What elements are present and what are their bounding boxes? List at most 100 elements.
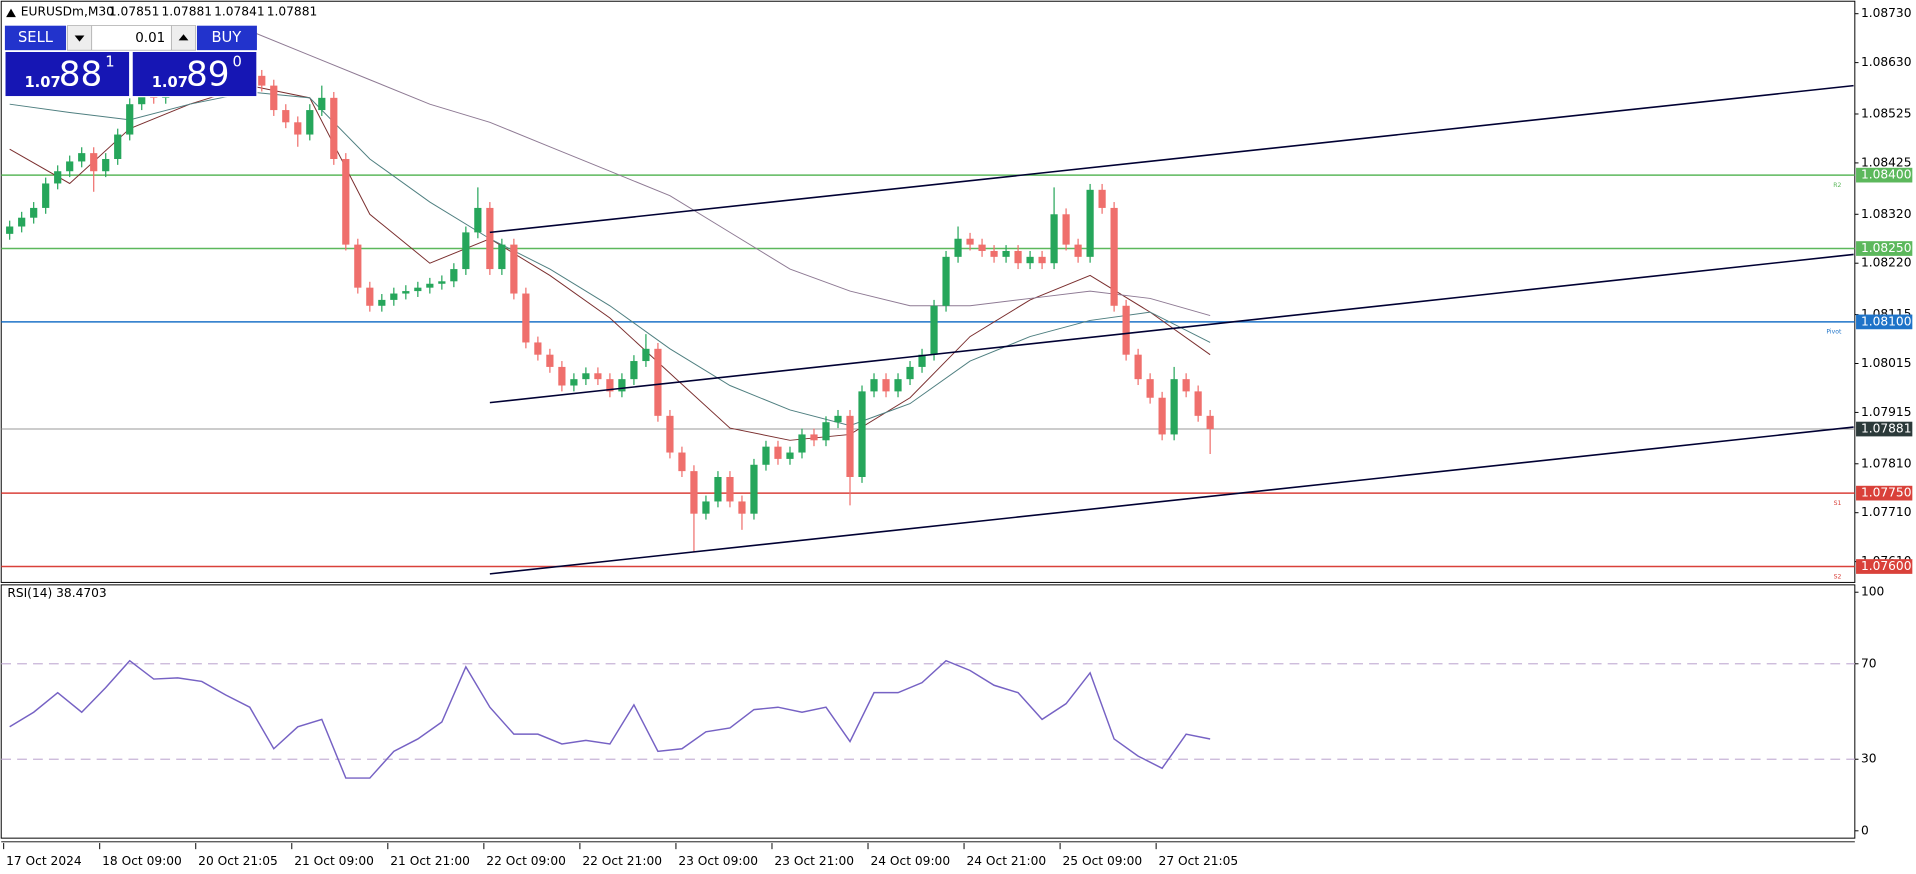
last-price-box — [1856, 421, 1913, 437]
symbol: EURUSDm,M30 — [21, 5, 114, 19]
candle-body — [642, 348, 650, 362]
ohlc-close: 1.07881 — [267, 5, 318, 19]
candle-body — [90, 153, 98, 172]
candle-body — [474, 207, 482, 233]
y-tick-label: 1.08320 — [1861, 207, 1912, 221]
candle-body — [906, 366, 914, 380]
candle-body — [1086, 189, 1094, 257]
candle-body — [1014, 250, 1022, 264]
up-arrow — [178, 34, 189, 41]
candle-body — [510, 244, 518, 294]
candle-body — [750, 464, 758, 514]
trend-line — [489, 253, 1854, 404]
candle-body — [690, 471, 698, 514]
candle-body — [450, 269, 458, 282]
buy-label: BUY — [211, 29, 241, 46]
candle-body — [6, 226, 14, 234]
candle-body — [858, 391, 866, 477]
candle-body — [342, 158, 350, 245]
x-tick-label: 21 Oct 09:00 — [294, 854, 374, 868]
ohlc-low: 1.07841 — [214, 5, 265, 19]
level-label-box — [1856, 241, 1913, 256]
candle-body — [966, 238, 974, 245]
x-tick-label: 23 Oct 21:00 — [774, 854, 854, 868]
trade-panel: SELL 0.01 BUY 1.07 88 1 1.07 89 0 — [4, 25, 258, 98]
bid-box[interactable] — [4, 50, 131, 98]
y-tick-label: 1.07810 — [1861, 456, 1912, 470]
rsi-line — [9, 659, 1211, 779]
buy-button[interactable] — [196, 25, 257, 51]
y-tick-label: 1.08730 — [1861, 6, 1912, 20]
candle-body — [138, 91, 146, 105]
candle-body — [618, 379, 626, 392]
candle-body — [1122, 305, 1130, 355]
x-tick-label: 23 Oct 09:00 — [678, 854, 758, 868]
candle-body — [1182, 379, 1190, 392]
candle-body — [1206, 415, 1214, 430]
candle-body — [738, 501, 746, 514]
moving-average — [9, 85, 1211, 441]
candle-body — [774, 446, 782, 459]
candle-body — [558, 366, 566, 386]
candle-body — [1026, 256, 1034, 264]
candle-body — [30, 207, 38, 218]
candle-body — [1098, 189, 1106, 208]
y-tick-label: 1.07915 — [1861, 405, 1912, 419]
level-tag: S1 — [1834, 500, 1842, 507]
ask-pips: 89 — [186, 54, 230, 94]
candle-body — [534, 342, 542, 355]
level-label-box — [1856, 314, 1913, 330]
level-label-box — [1856, 167, 1913, 183]
last-price-label: 1.07881 — [1861, 422, 1912, 436]
candle-body — [666, 415, 674, 453]
candle-body — [1110, 207, 1118, 306]
moving-average — [9, 91, 1211, 427]
level-label-box — [1856, 485, 1913, 501]
lot-value: 0.01 — [135, 31, 165, 46]
candle-body — [1194, 391, 1202, 416]
candle-body — [318, 97, 326, 111]
lot-field[interactable] — [91, 25, 172, 51]
candle-body — [606, 379, 614, 392]
candle-body — [918, 354, 926, 367]
candle-body — [522, 293, 530, 343]
candle-body — [18, 217, 26, 227]
candle-body — [894, 379, 902, 392]
candle-body — [366, 287, 374, 306]
y-tick-label: 1.08630 — [1861, 55, 1912, 69]
candle-body — [462, 232, 470, 270]
level-label: 1.07600 — [1861, 559, 1912, 573]
candle-body — [42, 183, 50, 208]
candle-body — [714, 476, 722, 502]
candle-body — [1038, 256, 1046, 264]
candle-body — [1158, 397, 1166, 435]
ask-box[interactable] — [131, 50, 258, 98]
level-label: 1.08250 — [1861, 241, 1912, 255]
candle-body — [402, 291, 410, 294]
candle-body — [414, 287, 422, 292]
sell-button[interactable] — [4, 25, 67, 51]
candle-body — [498, 244, 506, 270]
y-tick-label: 1.08525 — [1861, 106, 1912, 120]
y-tick-label: 1.07710 — [1861, 505, 1912, 519]
rsi-title: RSI(14) 38.4703 — [7, 586, 106, 600]
candle-body — [114, 134, 122, 159]
ask-frac: 0 — [232, 53, 241, 70]
trend-line — [489, 426, 1854, 575]
candle-body — [354, 244, 362, 288]
down-arrow — [74, 35, 85, 42]
plot-layer: 1.08730 1.08630 1.08525 1.08425 1.08320 1.082… — [1, 6, 1913, 868]
sell-label: SELL — [18, 29, 54, 46]
candle-body — [798, 434, 806, 453]
level-label-box — [1856, 559, 1913, 574]
candle-body — [630, 361, 638, 380]
ohlc-high: 1.07881 — [162, 5, 213, 19]
candle-body — [306, 110, 314, 135]
candle-body — [1134, 354, 1142, 380]
x-tick-label: 22 Oct 21:00 — [582, 854, 662, 868]
candle-body — [270, 85, 278, 111]
x-tick-label: 27 Oct 21:05 — [1159, 854, 1239, 868]
y-tick-label: 100 — [1861, 585, 1884, 599]
